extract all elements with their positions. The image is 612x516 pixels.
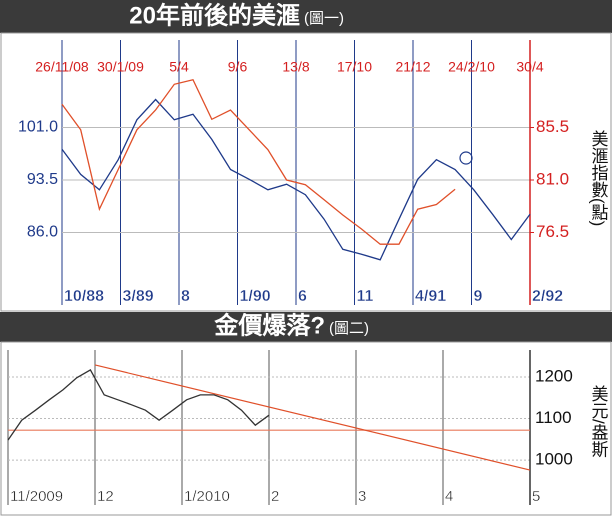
- y2-tick-label: 81.0: [536, 169, 569, 188]
- chart-subtitle: (圖二): [329, 320, 369, 337]
- x2-tick-label: 24/2/10: [448, 59, 495, 75]
- x-tick-label: 3: [358, 488, 366, 505]
- x-tick-label: 1/2010: [184, 488, 230, 505]
- x-tick-label: 9: [474, 288, 483, 305]
- y2-tick-label: 85.5: [536, 117, 569, 136]
- title-bar: [0, 312, 612, 342]
- x-tick-label: 11/2009: [10, 488, 63, 505]
- x-tick-label: 4/91: [415, 288, 446, 305]
- x2-tick-label: 9/6: [228, 59, 248, 75]
- frame: [0, 32, 612, 312]
- y2-tick-label: 76.5: [536, 222, 569, 241]
- y-tick-label: 1200: [535, 366, 573, 385]
- y-tick-label: 93.5: [27, 171, 58, 188]
- x2-tick-label: 30/1/09: [97, 59, 144, 75]
- trend-line: [94, 364, 531, 471]
- y-tick-label: 1000: [535, 450, 573, 469]
- x-tick-label: 1/90: [240, 288, 271, 305]
- x-tick-label: 11: [357, 288, 374, 305]
- frame: [0, 341, 612, 516]
- x2-tick-label: 26/11/08: [35, 59, 89, 75]
- x2-tick-label: 21/12: [395, 59, 430, 75]
- series-line: [61, 98, 531, 261]
- series-line: [61, 78, 456, 245]
- y2-axis-label: 美滙指數(點): [589, 130, 609, 226]
- x-tick-label: 5: [532, 488, 540, 505]
- y-tick-label: 86.0: [27, 224, 58, 241]
- x-tick-label: 2/92: [532, 288, 563, 305]
- chart-title: 20年前後的美滙: [129, 1, 300, 29]
- x-tick-label: 2: [271, 488, 279, 505]
- x2-tick-label: 17/10: [337, 59, 372, 75]
- x-tick-label: 4: [445, 488, 453, 505]
- x-tick-label: 8: [181, 288, 190, 305]
- x-tick-label: 3/89: [123, 288, 154, 305]
- x2-tick-label: 13/8: [282, 59, 309, 75]
- chart-title: 金價爆落?: [213, 311, 325, 339]
- x-tick-label: 6: [298, 288, 307, 305]
- series-line: [7, 369, 270, 441]
- title-bar: [0, 0, 612, 33]
- chart-subtitle: (圖一): [304, 10, 344, 27]
- y-axis-label: 美元/盎斯: [589, 385, 609, 459]
- y-tick-label: 1100: [535, 408, 572, 427]
- y-tick-label: 101.0: [18, 119, 58, 136]
- x2-tick-label: 5/4: [169, 59, 189, 75]
- x-tick-label: 12: [97, 488, 114, 505]
- x-tick-label: 10/88: [64, 288, 104, 305]
